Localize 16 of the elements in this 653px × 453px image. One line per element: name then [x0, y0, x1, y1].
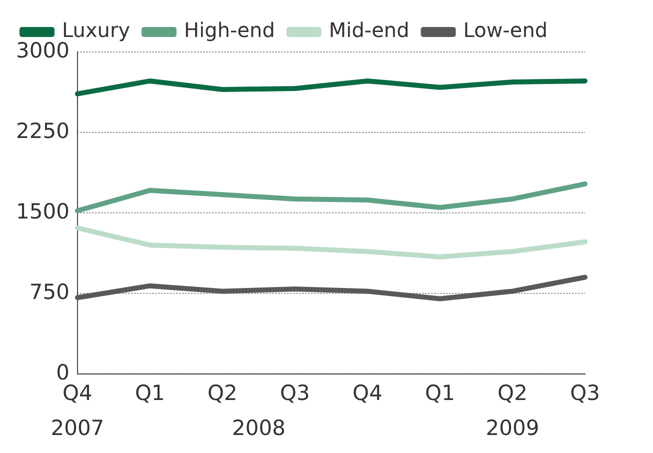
y-tick-label: 1500	[16, 199, 70, 224]
y-tick-label: 2250	[16, 118, 70, 143]
legend-label: Mid-end	[328, 18, 410, 42]
text: 2008	[232, 416, 286, 440]
text: 2007	[50, 416, 104, 440]
x-tick-label: Q4	[352, 380, 382, 405]
legend-label: Low-end	[463, 18, 548, 42]
text: 2009	[486, 416, 540, 440]
x-tick-label: Q2	[498, 380, 528, 405]
x-tick-label: Q1	[425, 380, 455, 405]
x-tick-label: Q3	[280, 380, 310, 405]
x-tick-label: Q2	[208, 380, 238, 405]
legend-label: High-end	[184, 18, 275, 42]
x-tick-label: Q1	[135, 380, 165, 405]
y-tick-label: 750	[29, 280, 70, 304]
x-tick-label: Q3	[570, 380, 600, 405]
